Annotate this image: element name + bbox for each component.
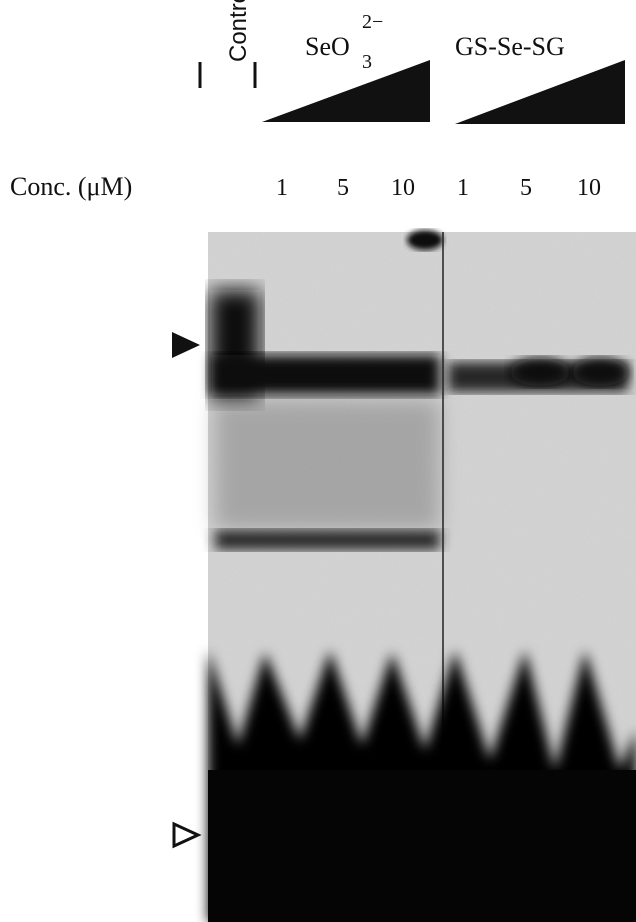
selenite-subscript: 3 xyxy=(362,51,372,73)
lane-label: 5 xyxy=(337,175,349,201)
free-probe-arrow xyxy=(172,821,202,849)
selenite-label: SeO xyxy=(305,32,350,61)
gradient-wedge xyxy=(455,60,625,124)
lane-label: 5 xyxy=(520,175,532,201)
gs-se-sg-label: GS-Se-SG xyxy=(455,32,565,61)
lane-label: 1 xyxy=(457,175,469,201)
lane-label: 10 xyxy=(577,175,601,201)
conc-label: Conc. (μM) xyxy=(10,172,132,201)
lane-label: 1 xyxy=(276,175,288,201)
lane-label: 10 xyxy=(391,175,415,201)
control-label: Control xyxy=(225,0,252,62)
gel xyxy=(208,230,636,922)
selenite-superscript: 2− xyxy=(362,11,383,33)
lane-labels: 1 5 10 1 5 10 xyxy=(276,175,601,201)
complex-arrow xyxy=(172,332,200,358)
gradient-wedge xyxy=(262,60,430,122)
